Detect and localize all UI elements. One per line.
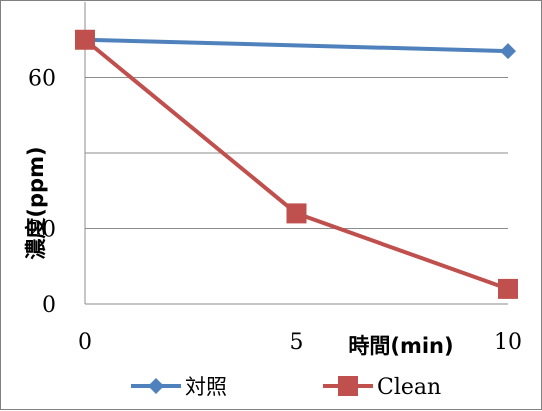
- series: [75, 29, 518, 299]
- data-point-square: [75, 29, 95, 50]
- legend-marker-square: [338, 376, 358, 396]
- x-tick-label: 10: [494, 330, 522, 355]
- gridlines: [85, 77, 508, 229]
- legend-label: 対照: [185, 375, 227, 399]
- y-tick-label: 0: [42, 293, 56, 318]
- legend-item: 対照: [131, 375, 227, 399]
- legend-item: Clean: [323, 375, 441, 400]
- data-point-diamond: [500, 43, 516, 60]
- legend: 対照 Clean: [131, 375, 441, 400]
- tick-labels: 0 20 60 0 5 10: [28, 67, 522, 356]
- axes: [84, 2, 508, 305]
- legend-label: Clean: [377, 375, 441, 400]
- series-2: [75, 29, 518, 299]
- data-point-square: [498, 278, 518, 299]
- y-tick-label: 60: [28, 67, 56, 92]
- x-axis-title: 時間(min): [348, 334, 453, 358]
- series-1: [77, 31, 516, 60]
- legend-marker-diamond: [148, 378, 164, 394]
- y-tick-label: 20: [28, 218, 56, 243]
- data-point-square: [286, 203, 307, 224]
- y-axis-title: 濃度(ppm): [24, 146, 48, 259]
- x-tick-label: 0: [78, 330, 92, 355]
- series-line: [84, 37, 509, 54]
- x-tick-label: 5: [290, 330, 304, 355]
